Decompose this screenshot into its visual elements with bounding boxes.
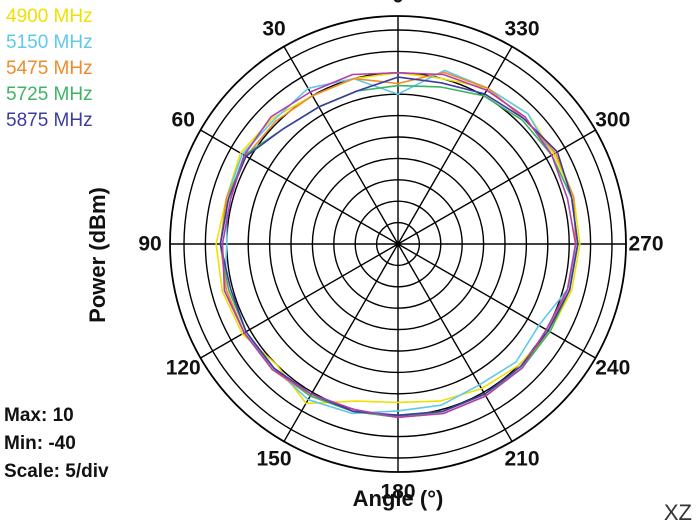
grid-spoke: [397, 129, 596, 245]
series-trace-5: [221, 72, 577, 419]
series-trace-4: [219, 76, 579, 417]
angle-tick-label: 30: [262, 18, 285, 41]
stats-block: Max: 10 Min: -40 Scale: 5/div: [4, 402, 109, 486]
stat-min: Min: -40: [4, 433, 76, 454]
angle-tick-label: 330: [504, 18, 539, 41]
angle-tick-label: 210: [504, 447, 539, 470]
series-trace-0: [215, 72, 581, 405]
grid-spoke: [397, 243, 513, 442]
angle-tick-label: 150: [256, 447, 291, 470]
angle-tick-label: 300: [595, 109, 630, 132]
series-traces: [215, 69, 581, 419]
legend-item-5875: 5875 MHz: [6, 110, 93, 131]
y-axis-label: Power (dBm): [85, 187, 110, 323]
grid-spoke: [200, 129, 399, 245]
legend: 4900 MHz 5150 MHz 5475 MHz 5725 MHz 5875…: [6, 4, 93, 134]
angle-tick-label: 180: [380, 481, 415, 504]
angle-tick-label: 120: [166, 357, 201, 380]
angle-tick-label: 0: [392, 0, 404, 8]
stat-max: Max: 10: [4, 405, 74, 426]
legend-item-5150: 5150 MHz: [6, 32, 93, 53]
grid-spoke: [397, 46, 513, 245]
legend-item-5475: 5475 MHz: [6, 58, 93, 79]
legend-item-5725: 5725 MHz: [6, 84, 93, 105]
angle-tick-label: 90: [138, 233, 161, 256]
grid-spoke: [200, 243, 399, 359]
angle-tick-labels: 0 30 60 90 120 150 180 210 240 270 300 330: [138, 0, 663, 504]
grid-spoke: [283, 46, 399, 245]
angle-tick-label: 60: [172, 109, 195, 132]
angle-tick-label: 270: [628, 233, 663, 256]
legend-item-4900: 4900 MHz: [6, 6, 93, 27]
grid-spoke: [283, 243, 399, 442]
plane-label: XZ: [663, 500, 692, 525]
angle-tick-label: 240: [595, 357, 630, 380]
x-axis-label: Angle (°): [352, 486, 444, 511]
polar-grid: [169, 15, 627, 473]
stat-scale: Scale: 5/div: [4, 461, 109, 482]
grid-spoke: [397, 243, 596, 359]
